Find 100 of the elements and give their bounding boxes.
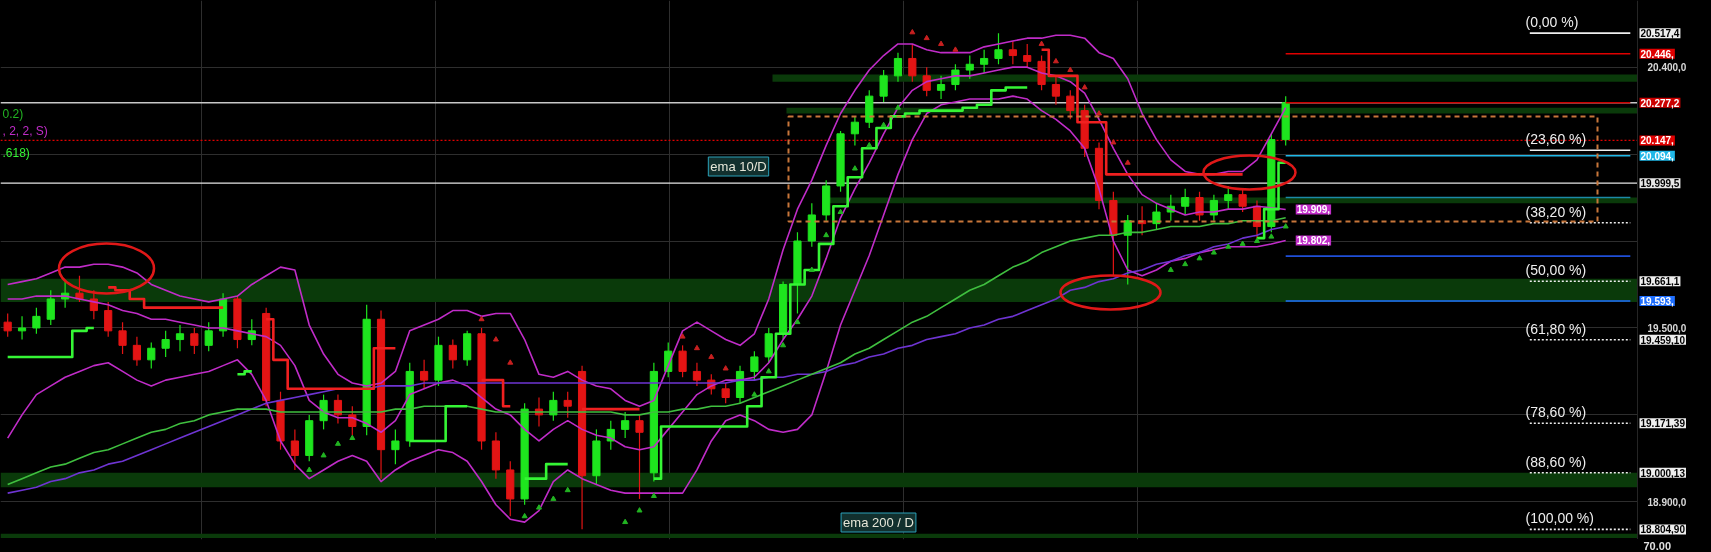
candlestick	[46, 289, 55, 326]
point	[1282, 223, 1289, 229]
candlestick	[549, 391, 558, 422]
point	[923, 34, 930, 41]
series-label: (38,20 %)	[1525, 203, 1587, 220]
data-label: 20.446,	[1640, 48, 1675, 60]
point	[636, 507, 643, 513]
point	[535, 504, 542, 510]
point	[1124, 159, 1131, 165]
text: , 2, 2, S)	[2, 123, 48, 138]
data-label: 18.804,90	[1640, 524, 1686, 536]
point	[1067, 66, 1074, 72]
point	[1096, 110, 1103, 116]
point	[349, 434, 356, 441]
candlestick	[1152, 202, 1161, 231]
candlestick	[908, 43, 917, 83]
point	[851, 165, 858, 171]
candlestick	[1123, 214, 1132, 286]
candlestick	[391, 428, 400, 465]
candlestick	[147, 341, 156, 370]
candlestick	[951, 63, 960, 91]
point	[1239, 240, 1246, 246]
candlestick	[3, 312, 12, 338]
point	[564, 486, 571, 493]
point	[306, 466, 313, 472]
candlestick	[175, 324, 185, 352]
candlestick	[965, 54, 974, 80]
point	[1210, 249, 1217, 255]
candlestick	[1209, 194, 1218, 222]
candlestick	[879, 69, 888, 103]
candlestick	[32, 307, 41, 335]
point	[650, 492, 657, 498]
text: .618)	[2, 145, 30, 160]
point	[952, 46, 959, 52]
series-label: (61,80 %)	[1525, 320, 1587, 337]
ref-line-label: 19.999,5	[1640, 178, 1680, 190]
point	[1225, 243, 1232, 249]
point	[507, 359, 514, 365]
candlestick	[692, 362, 702, 387]
point	[780, 341, 787, 348]
point	[722, 365, 729, 371]
point	[1167, 266, 1174, 272]
point	[837, 208, 844, 214]
candlestick	[1037, 54, 1046, 91]
series-label: (0,00 %)	[1525, 14, 1579, 31]
point	[880, 121, 887, 128]
text: 0.2)	[2, 106, 24, 121]
point	[1110, 139, 1117, 145]
candlestick	[1008, 40, 1017, 65]
data-label: 19.909,	[1296, 204, 1331, 216]
data-label: 19.661,1	[1640, 276, 1680, 288]
point	[866, 142, 873, 148]
candlestick	[764, 327, 773, 364]
candlestick	[132, 336, 142, 367]
candlestick	[104, 301, 113, 338]
candlestick	[721, 382, 730, 404]
point	[794, 318, 801, 325]
candlestick	[994, 32, 1003, 65]
candlestick	[980, 49, 989, 74]
point	[622, 518, 629, 525]
series-label: (88,60 %)	[1525, 453, 1587, 470]
point	[1182, 260, 1189, 267]
point	[679, 333, 686, 339]
point	[550, 495, 557, 501]
point	[751, 391, 758, 397]
y-tick-label: 18.900,0	[1647, 496, 1687, 508]
point	[1038, 40, 1045, 46]
data-label: 19.000,13	[1640, 467, 1686, 479]
candlestick	[922, 66, 931, 97]
candlestick	[893, 52, 903, 83]
point	[894, 104, 901, 110]
data-label: 19.593,	[1640, 296, 1675, 308]
candlestick	[204, 321, 213, 352]
candlestick	[161, 330, 170, 358]
candlestick	[17, 315, 27, 341]
ref-line-label: 20.147,	[1640, 135, 1675, 147]
annotation: ema 200 / D	[843, 515, 914, 530]
point	[1253, 237, 1260, 243]
candlestick	[420, 359, 429, 390]
candlestick	[936, 75, 946, 100]
candlestick	[190, 327, 199, 355]
candlestick	[1051, 75, 1061, 106]
candlestick	[1181, 188, 1190, 216]
y-tick-label: 19.500,0	[1647, 322, 1687, 334]
data-label: 20.094,	[1640, 150, 1675, 162]
candlestick	[448, 338, 457, 370]
data-label: 20.517,4	[1640, 28, 1680, 40]
point	[909, 28, 916, 35]
point	[1052, 57, 1059, 64]
data-label: 19.171,39	[1640, 418, 1686, 430]
candlestick	[678, 344, 687, 378]
y-tick-label: 20.400,0	[1647, 62, 1687, 74]
point	[492, 336, 499, 342]
text: 70.00	[1643, 540, 1672, 552]
point	[823, 231, 830, 238]
series-label: (23,60 %)	[1525, 131, 1587, 148]
data-label: 19.802,	[1296, 235, 1331, 247]
point	[1196, 255, 1203, 261]
candlestick	[118, 321, 127, 355]
candlestick	[621, 411, 630, 439]
